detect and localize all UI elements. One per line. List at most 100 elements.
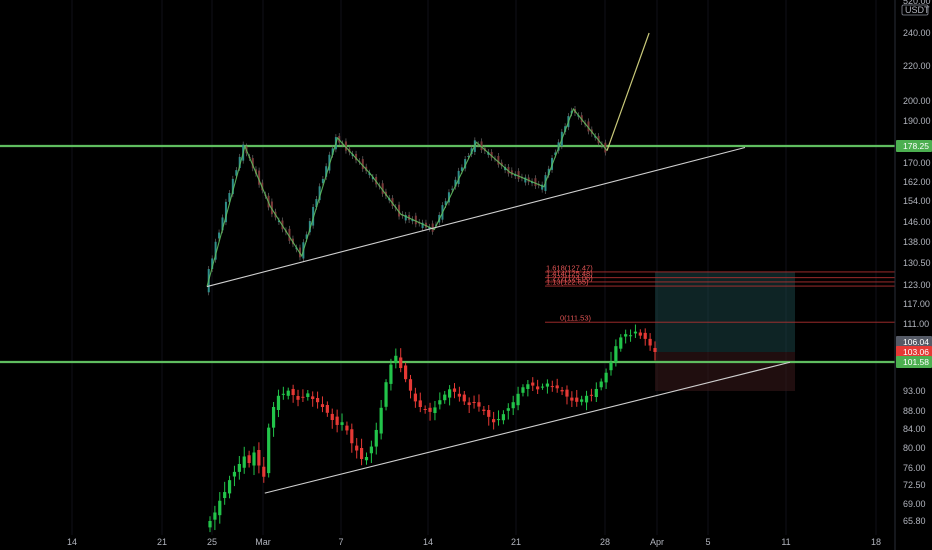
price-axis-panel (895, 0, 932, 550)
lower-candle (648, 338, 652, 346)
price-badge (896, 140, 932, 152)
lower-candle (550, 386, 554, 388)
lower-candle (633, 331, 638, 334)
upper-candle (464, 159, 467, 169)
trendlines (206, 146, 791, 494)
upper-candle (288, 228, 291, 241)
upper-candle (344, 141, 347, 151)
upper-candle (480, 141, 483, 151)
upper-candle (541, 184, 544, 190)
upper-candle (328, 154, 331, 171)
price-badge (896, 346, 932, 358)
lower-candle (428, 407, 432, 412)
lower-candle (457, 393, 461, 397)
lower-candle (653, 348, 657, 352)
lower-candle (482, 409, 486, 411)
lower-candle (237, 464, 241, 472)
upper-candle (318, 186, 321, 201)
upper-candle (460, 167, 463, 171)
lower-candle (599, 381, 603, 388)
upper-candle (305, 234, 308, 239)
lower-candle (223, 492, 227, 499)
price-tick: 123.00 (903, 280, 931, 290)
lower-candle (232, 471, 237, 477)
lower-candle (394, 355, 398, 363)
lower-candle (575, 397, 579, 402)
price-badge-label: 106.04 (903, 337, 929, 347)
lower-candle (345, 425, 349, 431)
upper-candle (321, 178, 324, 184)
lower-candle (609, 362, 613, 371)
lower-candle (311, 396, 315, 399)
upper-candle (414, 215, 417, 225)
fib-label: 1.618(127.47) (546, 263, 593, 272)
upper-candle (517, 171, 520, 179)
fib-label: 1.13(122.65) (546, 278, 589, 287)
price-tick: 146.00 (903, 217, 931, 227)
lower-candle (643, 332, 647, 339)
lower-support-line (264, 361, 791, 494)
lower-candle (340, 422, 344, 425)
price-tick: 65.80 (903, 516, 926, 526)
stop-zone (655, 352, 795, 391)
lower-candle (286, 390, 290, 396)
price-tick: 72.50 (903, 480, 926, 490)
lower-candle (301, 396, 305, 398)
lower-candle (399, 357, 403, 369)
upper-candle (331, 148, 334, 155)
upper-candle (454, 179, 457, 187)
time-tick: 5 (705, 537, 710, 547)
price-badge-label: 103.06 (903, 347, 929, 357)
upper-candle (404, 214, 407, 221)
lower-candle (614, 346, 618, 363)
lower-candle (443, 394, 447, 401)
lower-candle (257, 450, 261, 466)
lower-candles (208, 324, 657, 533)
lower-candle (374, 429, 378, 447)
price-tick: 69.00 (903, 499, 926, 509)
upper-candle (444, 201, 447, 206)
price-axis[interactable]: 240.00 220.00 200.00 190.00 170.00 162.00 154.… (896, 28, 932, 526)
lower-candle (296, 396, 300, 400)
price-tick: 240.00 (903, 28, 931, 38)
upper-candle (214, 241, 217, 260)
price-tick: 170.00 (903, 158, 931, 168)
target-zone (655, 271, 795, 352)
lower-candle (501, 414, 506, 421)
lower-candle (580, 399, 584, 402)
upper-candle (447, 192, 450, 203)
upper-candle (270, 201, 273, 215)
lower-candle (320, 404, 325, 407)
upper-candle (361, 159, 364, 169)
time-axis[interactable]: 14 21 25 Mar 7 14 21 28 Apr 5 11 18 (67, 537, 881, 547)
top-price-tick: 520.00 (903, 0, 931, 6)
price-tick: 200.00 (903, 96, 931, 106)
lower-candle (276, 395, 281, 410)
lower-candle (404, 365, 408, 380)
lower-candle (467, 402, 471, 405)
lower-candle (462, 394, 466, 402)
price-tick: 162.00 (903, 177, 931, 187)
lower-candle (628, 335, 633, 337)
lower-candle (325, 405, 329, 413)
lower-candle (315, 398, 320, 403)
price-badge-label: 178.25 (903, 141, 929, 151)
lower-candle (516, 393, 520, 406)
lower-candle (570, 397, 574, 401)
upper-candle (381, 183, 384, 194)
upper-candle (451, 188, 454, 190)
lower-candle (531, 382, 535, 386)
upper-candle (467, 155, 470, 157)
lower-candle (335, 416, 339, 425)
lower-candle (521, 387, 525, 393)
position-box (655, 271, 795, 391)
lower-candle (369, 446, 373, 454)
lower-candle (477, 402, 481, 407)
price-tick: 88.00 (903, 406, 926, 416)
lower-candle (619, 337, 623, 349)
lower-candle (359, 448, 364, 459)
lower-candle (589, 394, 594, 396)
lower-candle (213, 512, 217, 520)
lower-candle (281, 393, 285, 395)
